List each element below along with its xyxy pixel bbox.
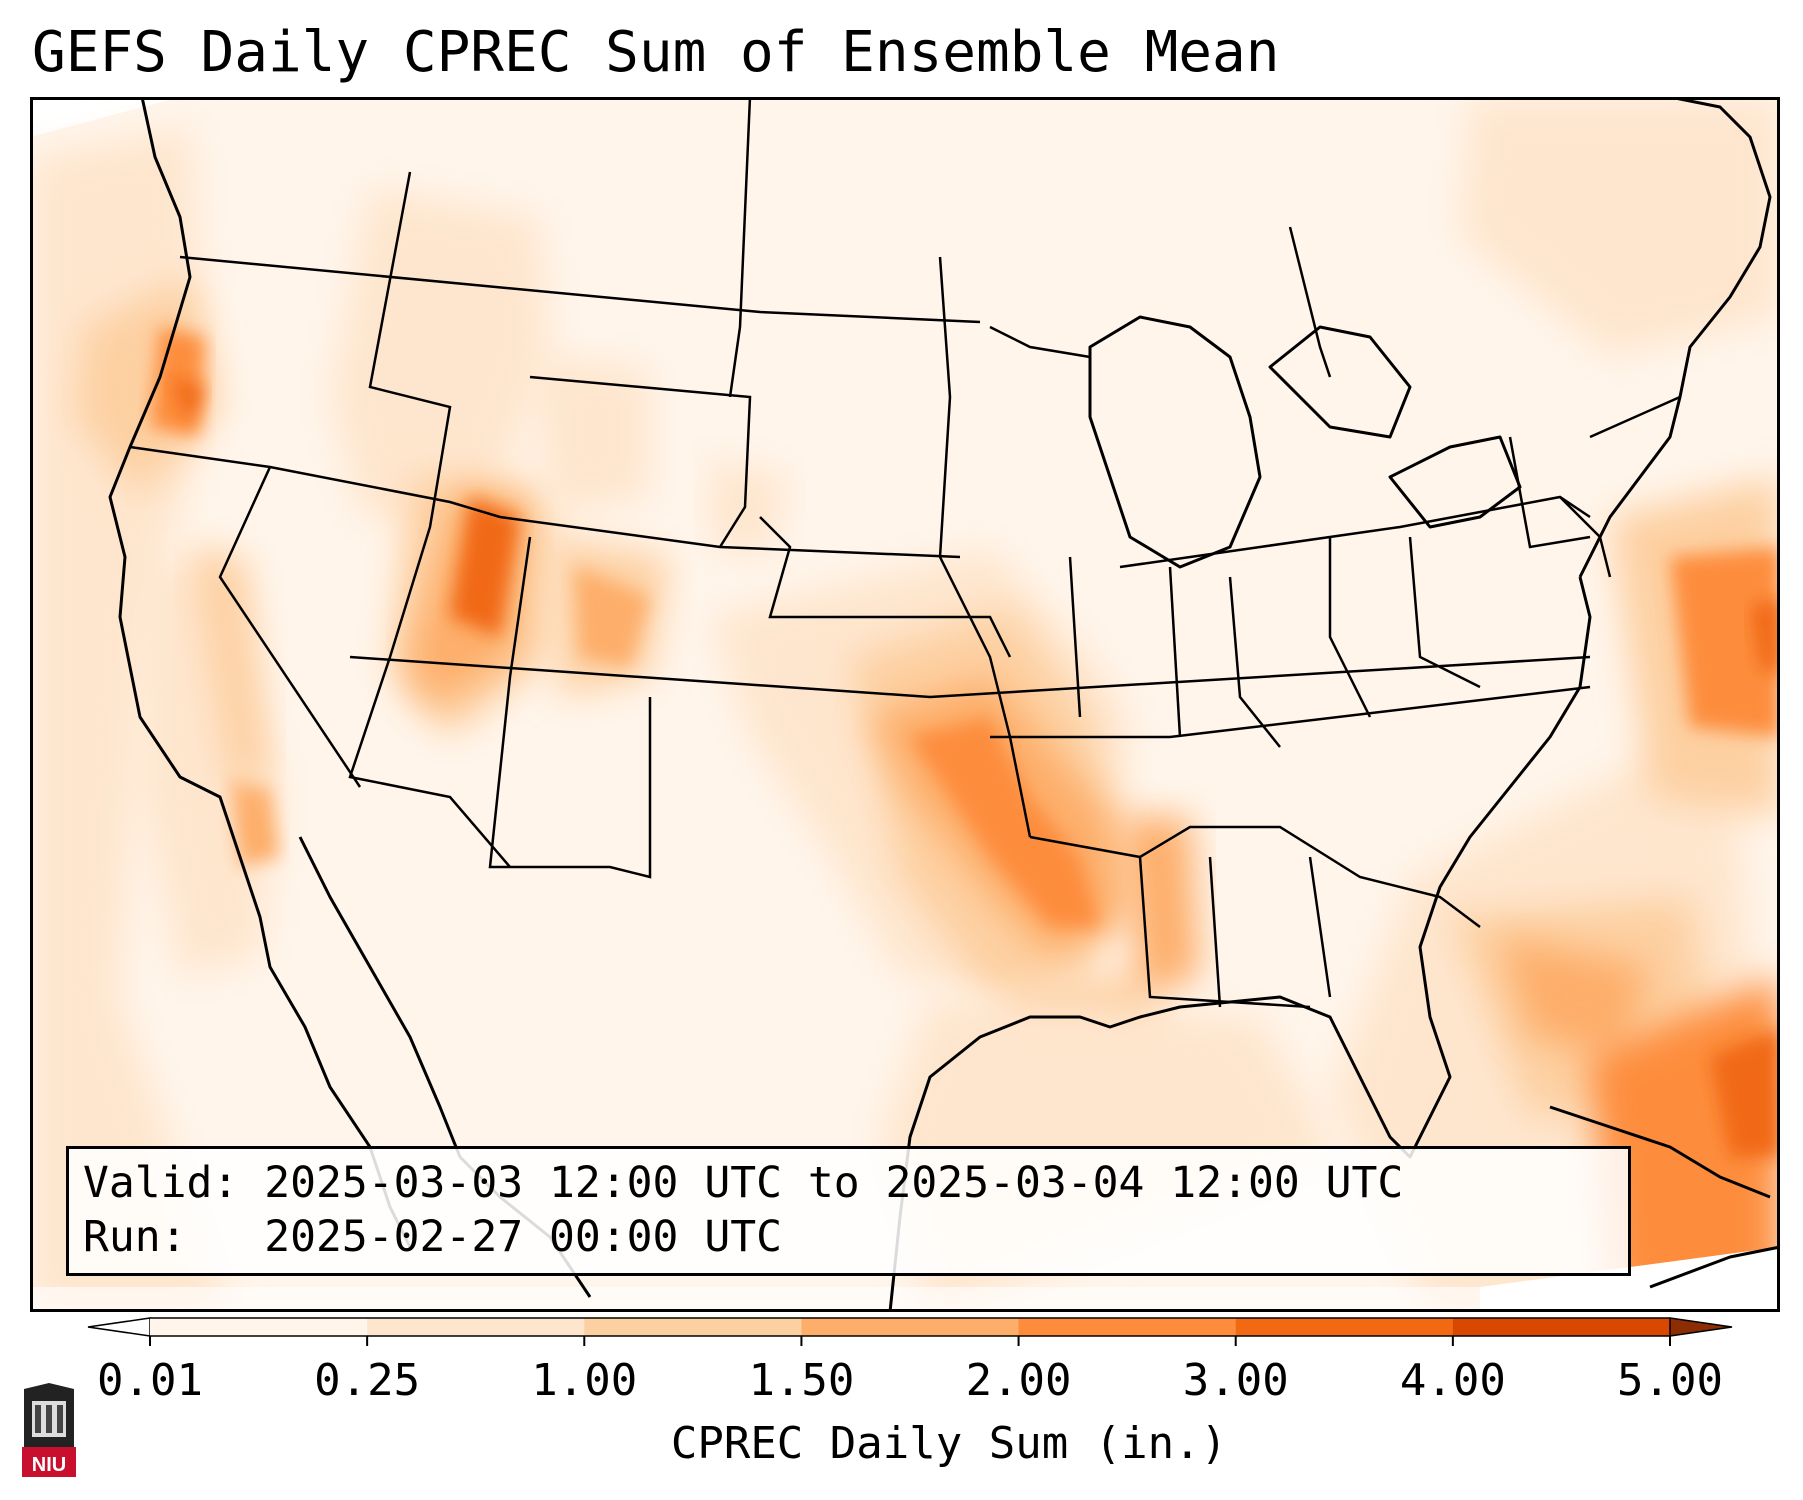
valid-time: Valid: 2025-03-03 12:00 UTC to 2025-03-0… bbox=[83, 1158, 1404, 1208]
colorbar-segment bbox=[1452, 1318, 1671, 1336]
colorbar-outline bbox=[150, 1317, 1670, 1337]
chart-title: GEFS Daily CPREC Sum of Ensemble Mean bbox=[32, 20, 1280, 85]
valid-run-info-box: Valid: 2025-03-03 12:00 UTC to 2025-03-0… bbox=[66, 1146, 1631, 1276]
state-borders bbox=[129, 97, 1681, 1009]
colorbar-tick-label: 2.00 bbox=[965, 1355, 1072, 1406]
svg-text:NIU: NIU bbox=[32, 1454, 66, 1476]
colorbar-segment bbox=[801, 1318, 1020, 1336]
colorbar-segment bbox=[1018, 1318, 1237, 1336]
niu-logo: NIU bbox=[22, 1383, 76, 1477]
colorbar bbox=[87, 1317, 1733, 1346]
precip-field bbox=[30, 97, 1780, 1312]
colorbar-segment bbox=[584, 1318, 802, 1336]
colorbar-segment bbox=[150, 1318, 368, 1336]
colorbar-tick-label: 0.25 bbox=[314, 1355, 421, 1406]
colorbar-over-triangle bbox=[1669, 1317, 1733, 1337]
colorbar-tick-label: 1.50 bbox=[748, 1355, 855, 1406]
precip-map bbox=[30, 97, 1780, 1312]
colorbar-under-triangle bbox=[87, 1317, 151, 1337]
colorbar-label: CPREC Daily Sum (in.) bbox=[670, 1418, 1228, 1469]
colorbar-tick-label: 0.01 bbox=[97, 1355, 203, 1406]
colorbar-tick-label: 5.00 bbox=[1617, 1355, 1723, 1406]
colorbar-segment bbox=[367, 1318, 585, 1336]
colorbar-tick-label: 4.00 bbox=[1399, 1355, 1506, 1406]
run-time: Run: 2025-02-27 00:00 UTC bbox=[83, 1212, 782, 1262]
colorbar-label-wrap: CPREC Daily Sum (in.) bbox=[0, 1418, 1803, 1469]
map-frame bbox=[30, 97, 1780, 1312]
colorbar-tick-label: 3.00 bbox=[1182, 1355, 1289, 1406]
colorbar-tick-label: 1.00 bbox=[531, 1355, 638, 1406]
colorbar-segment bbox=[1235, 1318, 1454, 1336]
